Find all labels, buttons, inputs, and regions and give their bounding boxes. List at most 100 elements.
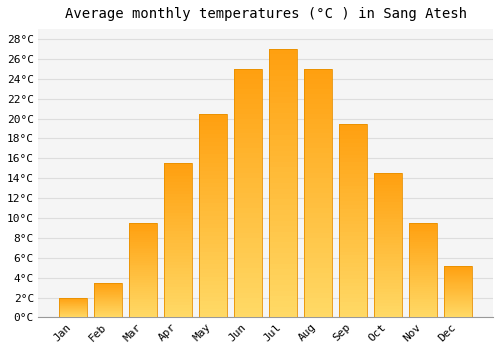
Bar bbox=[304, 148, 332, 153]
Bar bbox=[94, 296, 122, 297]
Bar bbox=[59, 306, 88, 307]
Bar bbox=[304, 228, 332, 233]
Bar bbox=[59, 305, 88, 306]
Bar bbox=[59, 299, 88, 300]
Bar bbox=[374, 274, 402, 277]
Bar bbox=[234, 188, 262, 193]
Bar bbox=[129, 308, 158, 310]
Bar bbox=[444, 305, 472, 306]
Bar bbox=[408, 231, 438, 232]
Bar bbox=[304, 273, 332, 278]
Bar bbox=[164, 253, 192, 256]
Bar bbox=[268, 194, 298, 199]
Bar bbox=[408, 253, 438, 255]
Bar bbox=[444, 276, 472, 277]
Bar bbox=[164, 194, 192, 197]
Bar bbox=[444, 270, 472, 271]
Bar bbox=[129, 251, 158, 253]
Bar bbox=[408, 272, 438, 274]
Bar bbox=[338, 127, 368, 131]
Bar bbox=[268, 54, 298, 60]
Bar bbox=[408, 240, 438, 242]
Bar bbox=[94, 295, 122, 296]
Bar bbox=[268, 183, 298, 189]
Bar bbox=[129, 268, 158, 270]
Bar bbox=[268, 156, 298, 162]
Bar bbox=[304, 163, 332, 168]
Bar bbox=[234, 303, 262, 308]
Bar bbox=[129, 270, 158, 272]
Bar bbox=[199, 150, 228, 154]
Bar bbox=[268, 86, 298, 92]
Bar bbox=[304, 84, 332, 89]
Bar bbox=[234, 178, 262, 183]
Bar bbox=[444, 288, 472, 289]
Bar bbox=[164, 225, 192, 228]
Bar bbox=[164, 213, 192, 216]
Bar bbox=[444, 275, 472, 276]
Bar bbox=[268, 92, 298, 97]
Bar bbox=[338, 267, 368, 271]
Bar bbox=[199, 216, 228, 220]
Bar bbox=[304, 298, 332, 303]
Bar bbox=[94, 284, 122, 285]
Bar bbox=[234, 69, 262, 317]
Bar bbox=[268, 221, 298, 226]
Bar bbox=[94, 312, 122, 313]
Bar bbox=[304, 268, 332, 273]
Bar bbox=[94, 316, 122, 317]
Bar bbox=[304, 218, 332, 223]
Bar bbox=[304, 198, 332, 203]
Bar bbox=[408, 229, 438, 231]
Bar bbox=[164, 234, 192, 237]
Bar bbox=[444, 293, 472, 294]
Bar bbox=[199, 232, 228, 236]
Bar bbox=[408, 263, 438, 265]
Bar bbox=[234, 278, 262, 283]
Bar bbox=[304, 238, 332, 243]
Bar bbox=[268, 210, 298, 216]
Bar bbox=[59, 316, 88, 317]
Bar bbox=[129, 242, 158, 244]
Bar bbox=[408, 278, 438, 280]
Bar bbox=[408, 302, 438, 304]
Bar bbox=[338, 232, 368, 236]
Bar bbox=[338, 209, 368, 213]
Bar bbox=[374, 280, 402, 283]
Bar bbox=[374, 199, 402, 202]
Bar bbox=[164, 293, 192, 296]
Bar bbox=[234, 293, 262, 297]
Bar bbox=[129, 223, 158, 317]
Bar bbox=[304, 133, 332, 139]
Bar bbox=[234, 313, 262, 317]
Bar bbox=[408, 255, 438, 257]
Bar bbox=[268, 232, 298, 237]
Bar bbox=[234, 144, 262, 148]
Bar bbox=[129, 306, 158, 308]
Bar bbox=[94, 304, 122, 305]
Bar bbox=[374, 286, 402, 289]
Bar bbox=[408, 236, 438, 238]
Bar bbox=[164, 163, 192, 166]
Bar bbox=[234, 69, 262, 74]
Bar bbox=[444, 315, 472, 316]
Bar bbox=[129, 229, 158, 231]
Bar bbox=[374, 179, 402, 182]
Bar bbox=[304, 253, 332, 258]
Bar bbox=[199, 114, 228, 317]
Bar bbox=[199, 159, 228, 162]
Bar bbox=[374, 196, 402, 199]
Bar bbox=[374, 219, 402, 222]
Bar bbox=[234, 268, 262, 273]
Bar bbox=[408, 227, 438, 229]
Bar bbox=[164, 163, 192, 317]
Bar bbox=[129, 310, 158, 312]
Bar bbox=[234, 99, 262, 104]
Bar bbox=[59, 313, 88, 314]
Bar bbox=[129, 236, 158, 238]
Bar bbox=[268, 258, 298, 264]
Bar bbox=[164, 169, 192, 173]
Bar bbox=[94, 297, 122, 298]
Bar bbox=[408, 276, 438, 278]
Bar bbox=[444, 295, 472, 296]
